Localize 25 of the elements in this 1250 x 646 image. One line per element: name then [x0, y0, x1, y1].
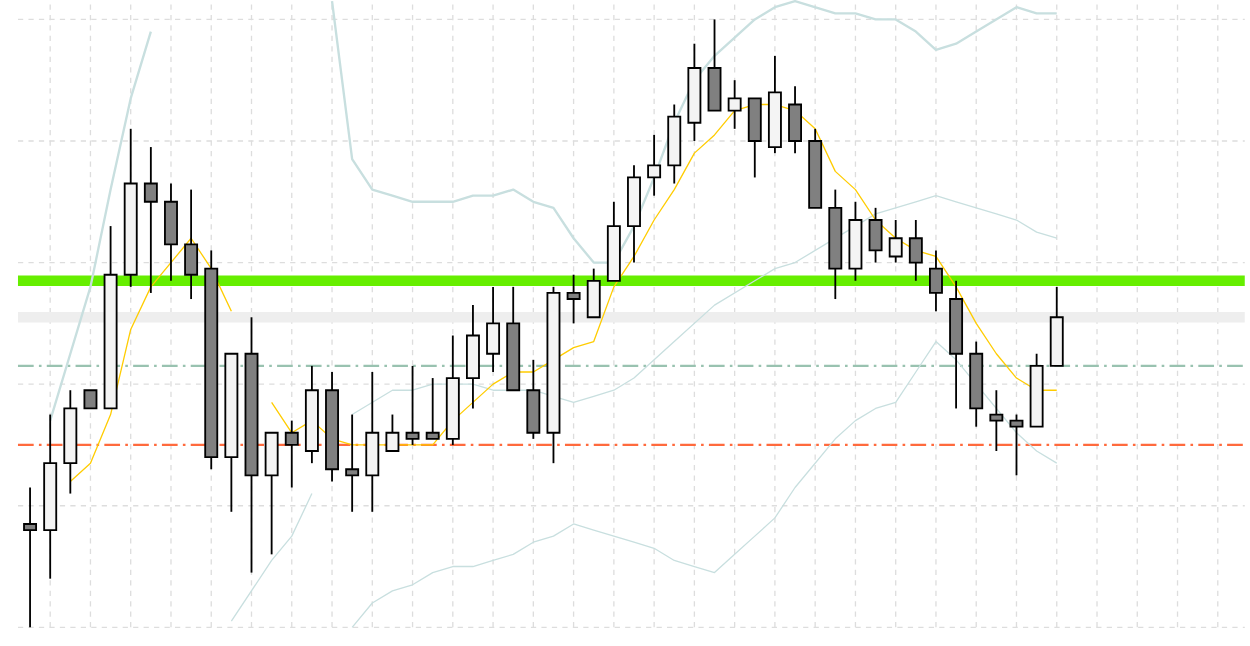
candlestick	[526, 359, 541, 441]
candlestick	[647, 134, 662, 197]
candlestick	[164, 182, 178, 283]
candlestick	[566, 274, 581, 325]
candlestick	[405, 365, 420, 447]
candlestick	[385, 413, 400, 453]
candlestick	[929, 249, 943, 313]
candlestick	[365, 371, 380, 514]
candlestick	[345, 413, 360, 514]
candlestick	[727, 79, 742, 131]
candlestick	[23, 486, 38, 629]
candlestick	[284, 420, 299, 489]
candlestick	[184, 189, 199, 301]
candlestick	[888, 219, 903, 264]
candlestick	[83, 389, 98, 410]
candlestick	[707, 18, 722, 112]
candlestick	[989, 389, 1004, 453]
candlestick	[868, 207, 883, 264]
candlestick	[264, 432, 279, 556]
candlestick	[747, 97, 762, 179]
candlestick	[425, 377, 440, 441]
candlestick	[1009, 413, 1024, 477]
candlestick	[908, 219, 923, 283]
candlestick	[143, 146, 158, 295]
candlestick	[788, 85, 802, 155]
